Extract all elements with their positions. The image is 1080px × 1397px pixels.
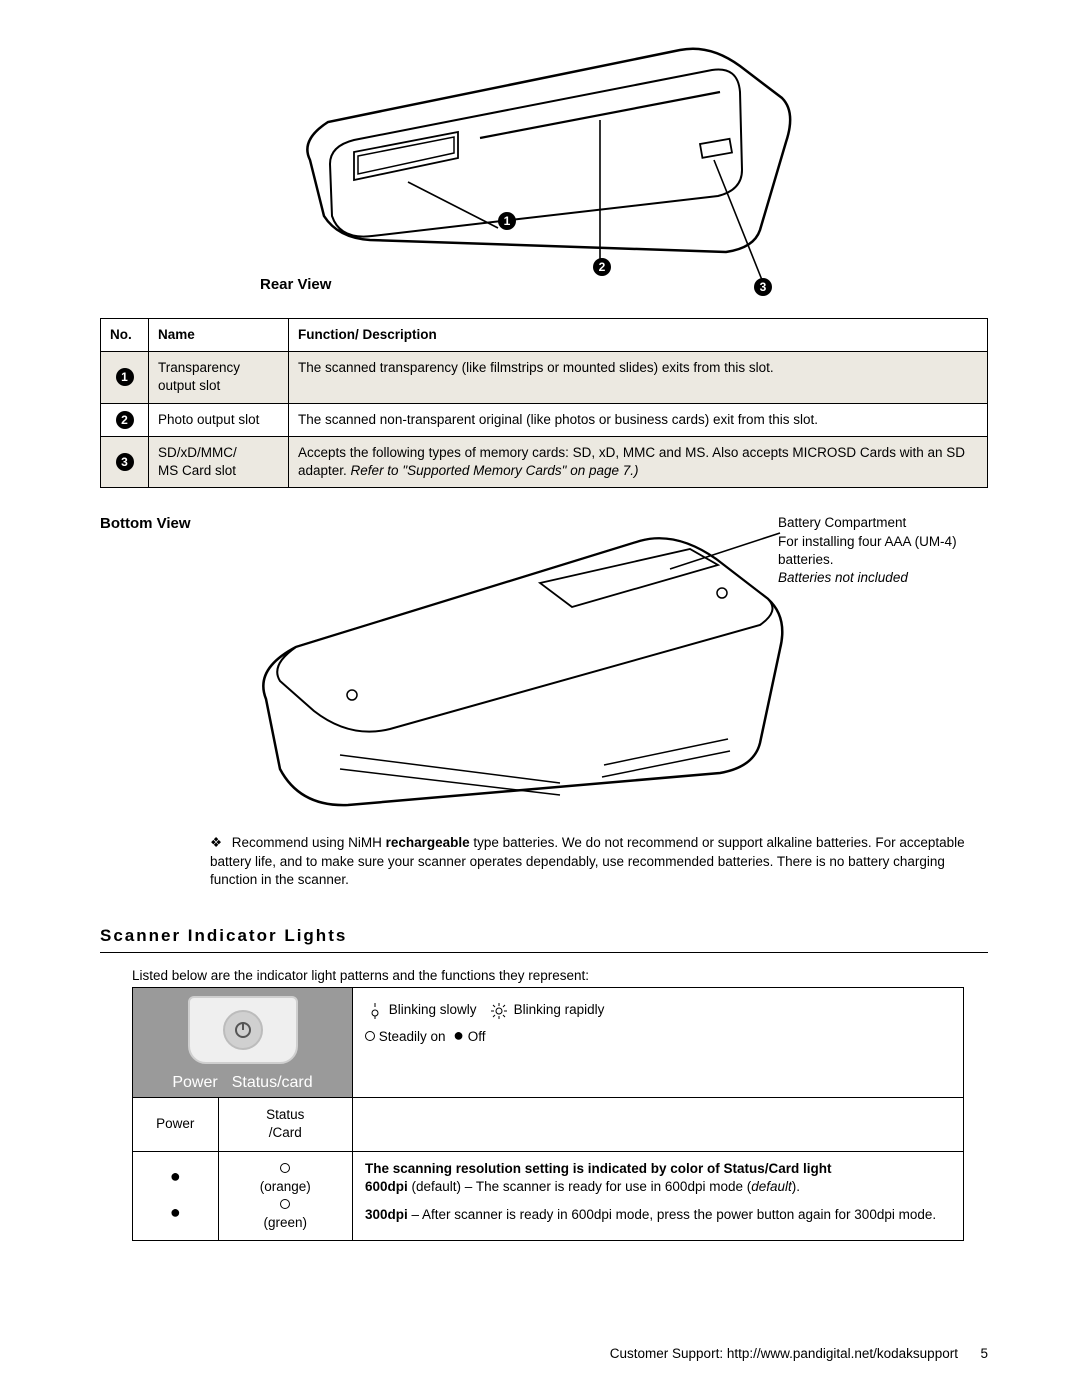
bc-line1: Battery Compartment xyxy=(778,515,906,530)
diamond-bullet-icon: ❖ xyxy=(210,834,228,852)
rear-view-label: Rear View xyxy=(260,275,331,295)
battery-recommend-note: ❖ Recommend using NiMH rechargeable type… xyxy=(210,834,988,889)
dot-open-icon xyxy=(280,1199,290,1209)
row3-desc-ref: Refer to "Supported Memory Cards" on pag… xyxy=(351,463,639,478)
callout-3-icon: 3 xyxy=(754,278,772,296)
power-button-icon xyxy=(223,1010,263,1050)
desc-600: 600dpi xyxy=(365,1179,408,1194)
hdr-status: Status /Card xyxy=(218,1098,352,1151)
battery-compartment-note: Battery Compartment For installing four … xyxy=(778,514,998,587)
dot-filled-icon: ● xyxy=(170,1202,181,1222)
legend-status-label: Status/card xyxy=(232,1072,313,1094)
dot-filled-icon: ● xyxy=(170,1166,181,1186)
lights-header-row: Power Status /Card xyxy=(133,1098,964,1151)
section-rule xyxy=(100,952,988,953)
legend-steady: Steadily on xyxy=(379,1029,446,1044)
th-func: Function/ Description xyxy=(289,319,988,352)
desc-300: 300dpi xyxy=(365,1207,408,1222)
callout-2-icon: 2 xyxy=(593,258,611,276)
note-bold: rechargeable xyxy=(386,835,470,850)
blink-slow-icon xyxy=(365,1003,385,1019)
desc-600-mid: (default) – The scanner is ready for use… xyxy=(408,1179,751,1194)
row2-name: Photo output slot xyxy=(149,403,289,436)
row2-desc: The scanned non-transparent original (li… xyxy=(289,403,988,436)
desc-line1: The scanning resolution setting is indic… xyxy=(365,1161,832,1176)
rear-view-drawing xyxy=(280,40,800,300)
desc-300-rest: – After scanner is ready in 600dpi mode,… xyxy=(408,1207,936,1222)
desc-default-ital: default xyxy=(751,1179,792,1194)
note-pre: Recommend using NiMH xyxy=(232,835,386,850)
callout-1-icon: 1 xyxy=(498,212,516,230)
status-orange: (orange) xyxy=(260,1179,311,1194)
footer-support: Customer Support: http://www.pandigital.… xyxy=(610,1346,958,1361)
row1-num-icon: 1 xyxy=(116,368,134,386)
legend-blink-fast: Blinking rapidly xyxy=(514,1002,605,1017)
row1-desc: The scanned transparency (like filmstrip… xyxy=(289,352,988,403)
bc-line2: For installing four AAA (UM-4) batteries… xyxy=(778,534,957,567)
legend-blink-slow: Blinking slowly xyxy=(389,1002,477,1017)
row1-name: Transparency output slot xyxy=(149,352,289,403)
legend-key: Blinking slowly Blinking rapidly Steadil… xyxy=(353,988,964,1098)
desc-600-end: ). xyxy=(792,1179,800,1194)
bottom-view-label: Bottom View xyxy=(100,514,191,534)
th-name: Name xyxy=(149,319,289,352)
row3-name: SD/xD/MMC/ MS Card slot xyxy=(149,436,289,487)
bottom-view-drawing xyxy=(240,529,800,819)
lights-desc: The scanning resolution setting is indic… xyxy=(353,1151,964,1241)
table-row: 2 Photo output slot The scanned non-tran… xyxy=(101,403,988,436)
lights-intro: Listed below are the indicator light pat… xyxy=(132,967,988,985)
legend-image-cell: Power Status/card xyxy=(133,988,353,1098)
row3-num-icon: 3 xyxy=(116,453,134,471)
rear-view-table: No. Name Function/ Description 1 Transpa… xyxy=(100,318,988,488)
footer-page-number: 5 xyxy=(980,1346,988,1361)
hdr-power: Power xyxy=(133,1098,219,1151)
blink-fast-icon xyxy=(488,1003,510,1019)
legend-power-label: Power xyxy=(172,1072,217,1094)
scanner-top-panel-icon xyxy=(188,996,298,1064)
row2-num-icon: 2 xyxy=(116,411,134,429)
rear-view-figure: 1 2 3 Rear View xyxy=(100,40,988,300)
lights-data-row: ● ● (orange) (green) The scanning resolu… xyxy=(133,1151,964,1241)
status-green: (green) xyxy=(264,1215,308,1230)
indicator-lights-table: Power Status/card Blinking slowly Blinki… xyxy=(132,987,964,1241)
bottom-view-figure: Bottom View Battery Compartment For inst… xyxy=(100,514,988,824)
page-footer: Customer Support: http://www.pandigital.… xyxy=(610,1345,988,1363)
table-row: 1 Transparency output slot The scanned t… xyxy=(101,352,988,403)
dot-open-icon xyxy=(280,1163,290,1173)
legend-off: Off xyxy=(468,1029,486,1044)
steady-on-icon xyxy=(365,1031,375,1041)
row3-desc: Accepts the following types of memory ca… xyxy=(289,436,988,487)
section-title: Scanner Indicator Lights xyxy=(100,925,988,948)
table-row: 3 SD/xD/MMC/ MS Card slot Accepts the fo… xyxy=(101,436,988,487)
th-no: No. xyxy=(101,319,149,352)
off-icon: ● xyxy=(453,1025,464,1045)
